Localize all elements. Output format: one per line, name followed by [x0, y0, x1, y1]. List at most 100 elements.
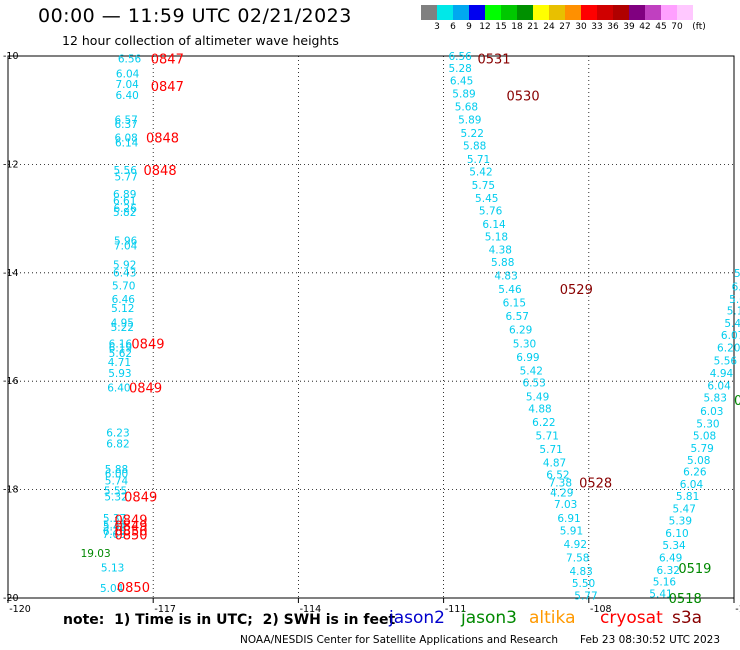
colorbar-label: 3: [434, 22, 440, 32]
legend-s3a: s3a: [672, 608, 703, 628]
colorbar-swatch: [645, 5, 661, 20]
wave-height-label: 5.18: [485, 231, 508, 243]
colorbar-swatch: [661, 5, 677, 20]
wave-height-label: 6.29: [509, 325, 532, 337]
wave-height-label: 5.42: [520, 365, 543, 377]
colorbar-labels: 3 6 9 12 15 18 21 24 27 30 33 36 39 42 45 70 (ft): [421, 20, 706, 34]
wave-height-label: 6.08: [114, 132, 137, 144]
wave-height-label: 6.16: [109, 338, 133, 350]
wave-height-label: 5.88: [105, 464, 128, 476]
colorbar-legend: 3 6 9 12 15 18 21 24 27 30 33 36 39 42 45 70 (ft): [421, 5, 706, 34]
colorbar-label: 12: [479, 22, 491, 32]
colorbar-label: 70: [671, 22, 683, 32]
colorbar-swatch: [501, 5, 517, 20]
wave-height-label: 4.38: [489, 244, 512, 256]
wave-height-label: 7.63: [102, 529, 125, 541]
wave-height-label: 5.49: [526, 391, 549, 403]
wave-height-label: 5.76: [479, 205, 503, 217]
wave-height-label: 5.22: [111, 322, 134, 334]
wave-height-label: 6.37: [114, 119, 137, 131]
wave-height-label: 6.53: [522, 377, 545, 389]
colorbar-label: 33: [591, 22, 603, 32]
wave-height-label: 5.04: [100, 583, 124, 595]
wave-height-label: 6.15: [503, 298, 526, 310]
colorbar-swatch: [437, 5, 453, 20]
legend-altika: altika: [529, 608, 576, 628]
wave-height-label: 6.04: [707, 381, 731, 393]
chart-subtitle: 12 hour collection of altimeter wave hei…: [62, 33, 339, 48]
colorbar-swatch: [517, 5, 533, 20]
wave-height-label: 4.92: [564, 539, 587, 551]
wave-height-label: 5.30: [513, 338, 536, 350]
wave-height-label: 7.03: [554, 499, 577, 511]
y-tick-label: -20: [3, 593, 19, 604]
y-tick-label: -18: [3, 485, 19, 496]
wave-height-label: 5.71: [467, 154, 490, 166]
wave-height-label: 5.16: [653, 577, 677, 589]
wave-height-label: 5.18: [727, 306, 740, 318]
colorbar-label: 45: [655, 22, 667, 32]
pass-time-label: 0518: [669, 592, 702, 607]
x-tick-label: -117: [154, 604, 176, 615]
pass-time-label: 0848: [146, 131, 179, 146]
wave-height-label: 5.71: [539, 444, 562, 456]
colorbar-label: 15: [495, 22, 507, 32]
wave-height-label: 6.99: [516, 352, 539, 364]
wave-height-label: 6.03: [700, 406, 723, 418]
colorbar-swatch: [421, 5, 437, 20]
wave-height-label: 6.03: [732, 281, 740, 293]
wave-height-label: 6.56: [118, 54, 142, 66]
legend-jason3: jason3: [461, 608, 517, 628]
wave-height-label: 5.37: [103, 513, 126, 525]
wave-height-label: 7.38: [549, 478, 572, 490]
wave-height-label: 4.88: [528, 403, 551, 415]
wave-height-label: 5.77: [574, 590, 597, 602]
wave-height-label: 6.40: [107, 383, 130, 395]
wave-height-label: 6.22: [532, 417, 555, 429]
pass-time-label: 0519: [678, 562, 711, 577]
pass-time-label: 0850: [114, 524, 147, 539]
wave-height-label: 19.03: [81, 548, 111, 560]
colorbar-label: 24: [543, 22, 555, 32]
wave-height-label: 6.26: [114, 203, 138, 215]
footer-credit: NOAA/NESDIS Center for Satellite Applica…: [240, 634, 558, 646]
colorbar-unit: (ft): [692, 22, 706, 32]
pass-time-label: 0849: [114, 513, 147, 528]
wave-height-label: 6.04: [116, 68, 140, 80]
wave-height-label: 6.07: [721, 330, 740, 342]
wave-height-label: 5.74: [105, 475, 129, 487]
pass-time-label: 0848: [144, 164, 177, 179]
colorbar-label: 21: [527, 22, 539, 32]
wave-height-label: 6.52: [546, 469, 569, 481]
wave-height-label: 5.30: [696, 418, 719, 430]
pass-time-label: 05: [734, 394, 740, 409]
wave-height-label: 6.70: [103, 526, 126, 538]
colorbar-swatch: [533, 5, 549, 20]
footer-timestamp: Feb 23 08:30:52 UTC 2023: [580, 634, 720, 646]
wave-height-label: 6.49: [659, 552, 682, 564]
pass-time-label: 0849: [114, 519, 147, 534]
wave-height-label: 5.22: [461, 128, 484, 140]
wave-height-label: 5.75: [472, 180, 495, 192]
wave-height-label: 5.34: [662, 540, 686, 552]
wave-height-label: 6.40: [115, 90, 138, 102]
wave-height-label: 5.50: [572, 578, 595, 590]
wave-height-label: 6.04: [680, 479, 704, 491]
wave-height-label: 5.55: [104, 486, 127, 498]
wave-height-label: 6.57: [506, 311, 529, 323]
wave-height-label: 5.13: [101, 563, 124, 575]
wave-height-label: 6.82: [106, 439, 129, 451]
wave-height-label: 5.62: [109, 348, 132, 360]
wave-height-label: 5.39: [669, 515, 692, 527]
wave-height-label: 5.79: [690, 443, 713, 455]
wave-height-label: 7.04: [114, 241, 138, 253]
y-tick-label: -10: [3, 51, 19, 62]
wave-height-label: 5.71: [536, 430, 559, 442]
wave-height-label: 6.56: [448, 51, 472, 63]
wave-height-label: 6.45: [450, 75, 473, 87]
x-tick-label: -111: [445, 604, 467, 615]
x-tick-label: -114: [300, 604, 322, 615]
pass-time-label: 0850: [117, 581, 150, 596]
wave-height-label: 6.91: [557, 513, 580, 525]
